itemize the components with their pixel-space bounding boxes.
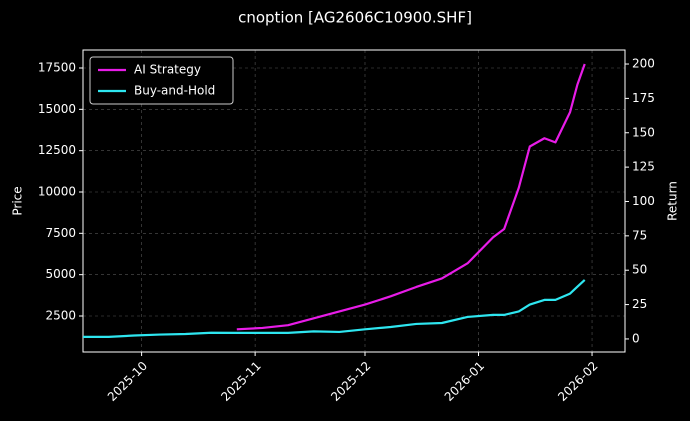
y-tick-label: 5000: [45, 267, 76, 281]
y2-axis-label: Return: [666, 181, 680, 221]
data-line: [236, 63, 586, 331]
y-tick-label: 7500: [45, 226, 76, 240]
y2-tick-label: 125: [632, 160, 655, 174]
y-tick-label: 12500: [38, 143, 76, 157]
y-axis-label: Price: [11, 186, 25, 215]
x-tick-label: 2026-02: [555, 359, 600, 404]
y-tick-label: 15000: [38, 102, 76, 116]
x-tick-label: 2025-11: [218, 359, 263, 404]
y2-tick-label: 150: [632, 125, 655, 139]
y2-tick-label: 175: [632, 91, 655, 105]
y2-tick-label: 50: [632, 263, 647, 277]
legend-label: Buy-and-Hold: [134, 84, 215, 98]
y-tick-label: 17500: [38, 61, 76, 75]
x-tick-label: 2025-10: [105, 359, 150, 404]
y2-tick-label: 0: [632, 331, 640, 345]
x-tick-label: 2025-12: [328, 359, 373, 404]
y2-tick-label: 25: [632, 297, 647, 311]
y2-tick-label: 100: [632, 194, 655, 208]
data-line: [83, 279, 586, 338]
legend-box: [89, 56, 234, 105]
x-tick-label: 2026-01: [442, 359, 487, 404]
legend-label: AI Strategy: [134, 63, 201, 77]
y-tick-label: 2500: [45, 308, 76, 322]
y-tick-label: 10000: [38, 184, 76, 198]
chart-title: cnoption [AG2606C10900.SHF]: [238, 9, 472, 27]
plot-frame: [82, 49, 626, 353]
y2-tick-label: 75: [632, 228, 647, 242]
y2-tick-label: 200: [632, 57, 655, 71]
